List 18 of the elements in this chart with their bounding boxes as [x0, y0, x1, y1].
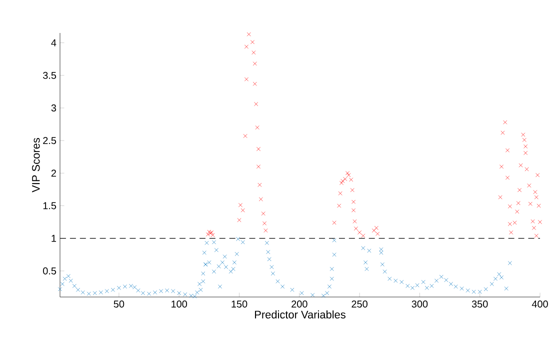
- y-tick-label: 3: [51, 104, 56, 112]
- x-tick-label: 200: [292, 300, 308, 308]
- x-tick-label: 400: [532, 300, 548, 308]
- x-tick-label: 250: [352, 300, 368, 308]
- y-axis-title: VIP Scores: [32, 138, 40, 192]
- y-tick-label: 0.5: [43, 267, 56, 274]
- x-axis-title: Predictor Variables: [255, 310, 346, 318]
- x-tick-label: 150: [232, 300, 248, 308]
- y-tick-label: 2: [51, 170, 56, 177]
- y-tick-label: 3.5: [43, 72, 56, 79]
- y-tick-label: 1.5: [43, 202, 56, 210]
- x-tick-label: 300: [412, 300, 428, 308]
- y-tick-label: 1: [52, 234, 56, 242]
- x-tick-label: 100: [172, 300, 188, 308]
- y-tick-label: 4: [51, 39, 56, 46]
- y-tick-label: 2.5: [43, 137, 56, 144]
- x-tick-label: 350: [472, 300, 488, 308]
- x-tick-label: 50: [114, 300, 124, 308]
